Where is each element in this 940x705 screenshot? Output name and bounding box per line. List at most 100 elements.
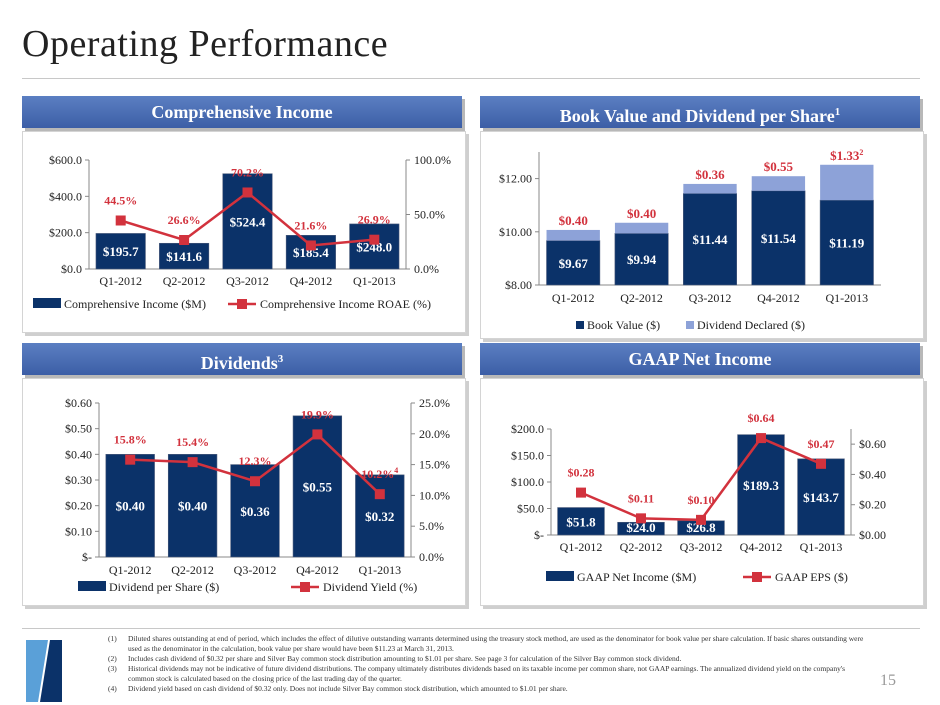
dividends-panel: $- $0.10 $0.20 $0.30 $0.40 $0.50 $0.60 0.0% 5.0%… [22, 378, 466, 606]
bar-data-label: $9.67 [559, 256, 589, 271]
line-marker [115, 215, 126, 226]
stack-data-label: $0.40 [627, 206, 656, 221]
legend-label: GAAP Net Income ($M) [577, 570, 696, 584]
line-marker [636, 513, 646, 524]
right-tick-label: 50.0% [414, 208, 445, 222]
line-marker [125, 454, 136, 465]
stack-data-label: $0.40 [559, 213, 588, 228]
right-tick-label: $0.40 [859, 467, 886, 481]
stack-data-label: $0.55 [764, 159, 794, 174]
line-marker [305, 240, 316, 251]
bar-data-label: $0.55 [303, 479, 333, 494]
category-label: Q1-2012 [560, 540, 603, 554]
category-label: Q2-2012 [171, 563, 214, 577]
left-tick-label: $0.30 [65, 473, 92, 487]
footnote: (1) Diluted shares outstanding at end of … [108, 634, 868, 654]
footnote-number: (3) [108, 664, 117, 673]
bar [105, 454, 155, 558]
line-data-label: $0.28 [568, 466, 595, 480]
footnote-number: (2) [108, 654, 117, 663]
line-marker [312, 429, 323, 440]
line-marker [242, 187, 253, 198]
legend-label: Comprehensive Income ROAE (%) [260, 297, 431, 311]
company-logo [26, 640, 62, 702]
bar-data-label: $9.94 [627, 252, 657, 267]
category-label: Q2-2012 [163, 274, 206, 288]
legend-marker-swatch [237, 299, 247, 309]
book-value-panel: $8.00 $10.00 $12.00 Q1-2012 Q2-2012 Q3-2012 Q4… [480, 131, 924, 339]
left-tick-label: $10.00 [499, 225, 532, 239]
right-tick-label: 100.0% [414, 153, 451, 167]
right-tick-label: 20.0% [419, 427, 450, 441]
right-tick-label: $0.60 [859, 437, 886, 451]
bar [222, 173, 273, 270]
bar [751, 190, 806, 286]
left-tick-label: $50.0 [517, 502, 544, 516]
legend-bar-swatch [78, 581, 106, 591]
left-tick-label: $0.10 [65, 524, 92, 538]
right-tick-label: 25.0% [419, 396, 450, 410]
panel-header-dividends: Dividends3 [22, 343, 462, 375]
line-data-label: $0.47 [808, 437, 835, 451]
panel-title: GAAP Net Income [628, 349, 772, 369]
bar [95, 233, 146, 270]
legend-bar-swatch [33, 298, 61, 308]
category-label: Q4-2012 [290, 274, 333, 288]
line-marker [576, 487, 586, 498]
category-label: Q4-2012 [296, 563, 339, 577]
line-data-label: $0.10 [688, 493, 715, 507]
left-tick-label: $200.0 [511, 422, 544, 436]
bar [819, 199, 874, 286]
line-data-label: 26.9% [358, 213, 391, 227]
left-tick-label: $- [534, 528, 544, 542]
panel-title: Comprehensive Income [151, 102, 333, 122]
bar-data-label: $141.6 [166, 249, 202, 264]
category-label: Q3-2012 [234, 563, 277, 577]
legend-bar-swatch [576, 321, 584, 329]
bar-data-label: $0.40 [178, 499, 207, 514]
legend-marker-swatch [752, 572, 762, 582]
category-label: Q1-2013 [353, 274, 396, 288]
left-tick-label: $0.0 [61, 262, 82, 276]
dividends-chart: $- $0.10 $0.20 $0.30 $0.40 $0.50 $0.60 0.0% 5.0%… [65, 396, 450, 594]
stacked-bar [546, 229, 600, 241]
footnote: (4) Dividend yield based on cash dividend… [108, 684, 868, 694]
bar [355, 474, 405, 558]
bar-data-label: $26.8 [686, 520, 716, 535]
category-label: Q1-2013 [800, 540, 843, 554]
bar [614, 233, 669, 286]
category-label: Q1-2012 [552, 291, 595, 305]
book-value-chart: $8.00 $10.00 $12.00 Q1-2012 Q2-2012 Q3-2012 Q4… [499, 148, 881, 332]
panel-header-comprehensive: Comprehensive Income [22, 96, 462, 128]
bar [159, 242, 210, 270]
bar-data-label: $0.40 [116, 499, 145, 514]
stack-data-label: $0.36 [695, 167, 725, 182]
line-marker [179, 235, 190, 246]
bar-data-label: $189.3 [743, 478, 779, 493]
line-data-label: 12.3% [239, 454, 272, 468]
footnote-ref: 3 [277, 353, 284, 365]
category-label: Q1-2013 [825, 291, 868, 305]
right-tick-label: $0.00 [859, 528, 886, 542]
stacked-bar [683, 183, 737, 194]
stack-data-label: $1.332 [830, 148, 863, 163]
category-label: Q3-2012 [680, 540, 723, 554]
right-tick-label: 10.0% [419, 488, 450, 502]
category-label: Q2-2012 [620, 540, 663, 554]
comprehensive-income-panel: $0.0 $200.0 $400.0 $600.0 0.0% 50.0% 100.0% Q1-… [22, 131, 466, 333]
legend-marker-swatch [300, 582, 310, 592]
line-series [580, 436, 822, 522]
left-tick-label: $600.0 [49, 153, 82, 167]
title-divider [22, 78, 920, 79]
line-data-label: 70.2% [231, 165, 264, 179]
bar [557, 507, 605, 536]
footnote-text: Historical dividends may not be indicati… [128, 664, 846, 683]
legend-label: Book Value ($) [587, 318, 660, 332]
bar-data-label: $11.54 [761, 231, 797, 246]
left-tick-label: $8.00 [505, 278, 532, 292]
bar-data-label: $524.4 [230, 214, 266, 229]
legend-label: Dividend Declared ($) [697, 318, 805, 332]
line-marker [369, 234, 380, 245]
category-label: Q1-2012 [99, 274, 142, 288]
bar [167, 454, 218, 558]
